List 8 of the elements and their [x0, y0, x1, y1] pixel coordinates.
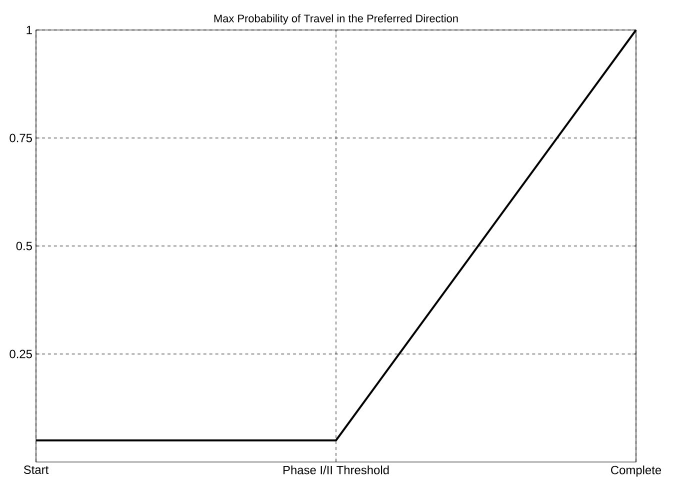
y-tick-label: 0.75 — [10, 134, 32, 142]
chart-title: Max Probability of Travel in the Preferred Direction — [214, 14, 458, 24]
y-tick-label: 1 — [26, 26, 32, 34]
y-tick-label: 0.25 — [10, 350, 32, 358]
x-tick-label: Phase I/II Threshold — [283, 466, 389, 474]
x-tick-label: Start — [24, 466, 49, 474]
x-tick-label: Complete — [611, 466, 662, 477]
y-tick-label: 0.5 — [16, 242, 32, 250]
